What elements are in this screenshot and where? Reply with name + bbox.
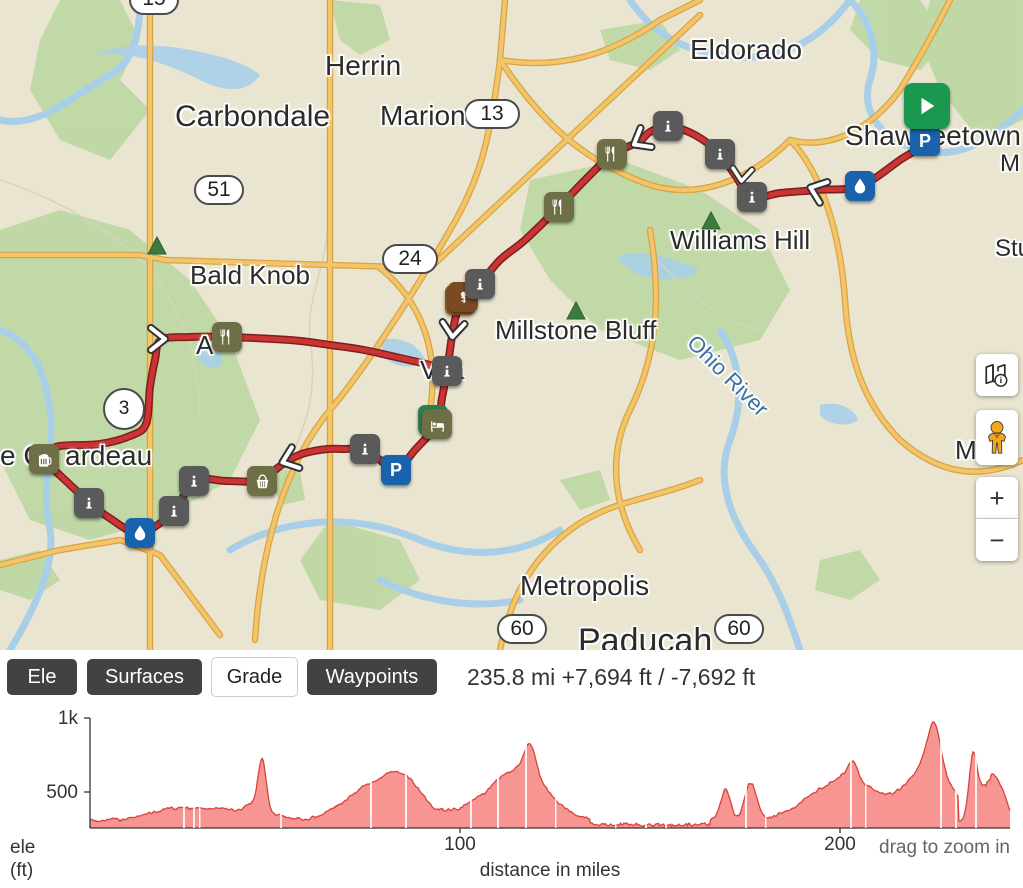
svg-text:distance in miles: distance in miles [480,860,620,881]
svg-text:60: 60 [727,617,750,640]
svg-text:60: 60 [510,617,533,640]
svg-text:(ft): (ft) [10,860,33,881]
svg-text:24: 24 [398,247,422,270]
svg-text:13: 13 [480,102,503,125]
svg-text:51: 51 [207,178,230,201]
svg-text:1k: 1k [58,708,79,729]
svg-text:200: 200 [824,834,856,855]
svg-text:drag to zoom in: drag to zoom in [879,837,1010,858]
svg-text:500: 500 [46,782,78,803]
svg-text:ele: ele [10,837,35,858]
svg-text:15: 15 [142,0,165,10]
svg-text:100: 100 [444,834,476,855]
